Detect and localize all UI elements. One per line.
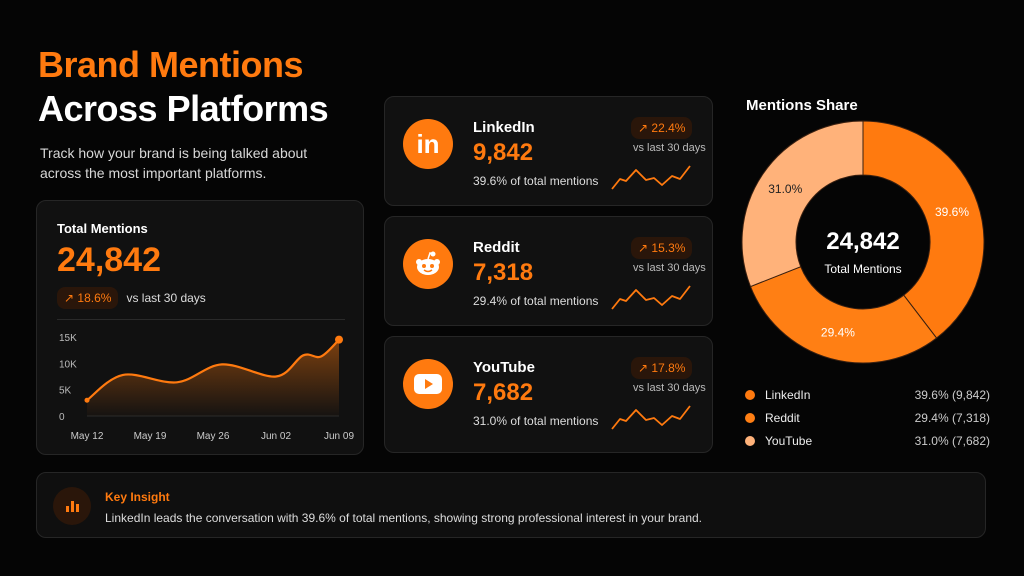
y-tick-label: 5K (59, 386, 72, 397)
donut-slice-linkedin (862, 120, 985, 339)
mentions-share-donut: 39.6% 29.4% 31.0% (741, 120, 985, 364)
linkedin-icon: in (403, 119, 453, 169)
mentions-trend-chart: 0 5K 10K 15K May 12 May 19 May 26 Jun 02 Jun 09 (59, 333, 354, 442)
slice-label: 39.6% (935, 205, 969, 219)
trend-line (86, 338, 340, 402)
platform-value: 7,682 (473, 379, 534, 406)
end-point (335, 335, 343, 344)
legend-item-linkedin: LinkedIn 39.6% (9,842) (745, 388, 990, 402)
donut-slice-reddit (749, 266, 938, 364)
platform-value: 9,842 (473, 139, 534, 166)
legend-swatch (745, 390, 755, 400)
sparkline (611, 285, 691, 310)
legend-value: 31.0% (7,682) (914, 434, 990, 448)
legend-value: 29.4% (7,318) (914, 411, 990, 425)
change-badge: ↗ 18.6% (57, 287, 119, 309)
sparkline (611, 405, 691, 430)
total-value: 24,842 (57, 241, 161, 279)
divider (57, 319, 345, 320)
donut-center-value: 24,842 (826, 228, 900, 255)
legend-label: LinkedIn (765, 388, 811, 402)
insight-title: Key Insight (105, 490, 170, 504)
trend-up-icon: ↗ (638, 241, 649, 255)
y-tick-label: 10K (59, 359, 77, 370)
change-badge: ↗ 17.8% (631, 357, 693, 379)
legend-label: YouTube (765, 434, 813, 448)
legend-swatch (745, 436, 755, 446)
y-tick-label: 15K (59, 333, 77, 344)
x-tick-label: May 26 (197, 431, 230, 442)
platform-card-youtube: YouTube 7,682 31.0% of total mentions ↗ … (384, 336, 713, 453)
platform-card-reddit: Reddit 7,318 29.4% of total mentions ↗ 1… (384, 216, 713, 326)
vs-label: vs last 30 days (633, 262, 706, 274)
area-fill (87, 339, 339, 416)
trend-up-icon: ↗ (64, 291, 75, 305)
legend-swatch (745, 413, 755, 423)
x-tick-label: May 12 (71, 431, 104, 442)
title-line-2: Across Platforms (38, 88, 329, 129)
legend-item-reddit: Reddit 29.4% (7,318) (745, 411, 990, 425)
platform-card-linkedin: in LinkedIn 9,842 39.6% of total mention… (384, 96, 713, 206)
x-tick-label: May 19 (134, 431, 167, 442)
vs-label: vs last 30 days (126, 291, 206, 305)
platform-share: 29.4% of total mentions (473, 294, 599, 308)
legend-value: 39.6% (9,842) (914, 388, 990, 402)
change-badge: ↗ 15.3% (631, 237, 693, 259)
x-tick-label: Jun 02 (261, 431, 291, 442)
change-value: 17.8% (651, 361, 686, 375)
legend-item-youtube: YouTube 31.0% (7,682) (745, 434, 990, 448)
trend-up-icon: ↗ (638, 121, 649, 135)
sparkline (611, 165, 691, 190)
vs-label: vs last 30 days (633, 142, 706, 154)
x-tick-label: Jun 09 (324, 431, 354, 442)
platform-name: YouTube (473, 359, 535, 376)
platform-name: LinkedIn (473, 119, 535, 136)
bar-chart-icon (53, 487, 91, 525)
trend-up-icon: ↗ (638, 361, 649, 375)
slice-label: 29.4% (821, 326, 855, 340)
platform-share: 39.6% of total mentions (473, 174, 599, 188)
change-value: 18.6% (77, 291, 112, 305)
title-line-1: Brand Mentions (38, 44, 304, 85)
donut-center-label: Total Mentions (824, 262, 902, 276)
subtitle: Track how your brand is being talked abo… (40, 145, 308, 181)
change-badge: ↗ 22.4% (631, 117, 693, 139)
slice-label: 31.0% (768, 182, 802, 196)
change-value: 15.3% (651, 241, 686, 255)
reddit-icon (403, 239, 453, 289)
platform-name: Reddit (473, 239, 520, 256)
total-mentions-card: Total Mentions 24,842 ↗ 18.6% vs last 30… (36, 200, 364, 455)
vs-label: vs last 30 days (633, 382, 706, 394)
insight-text: LinkedIn leads the conversation with 39.… (105, 511, 703, 525)
platform-share: 31.0% of total mentions (473, 414, 599, 428)
total-label: Total Mentions (57, 221, 148, 236)
platform-value: 7,318 (473, 259, 534, 286)
y-tick-label: 0 (59, 412, 65, 423)
legend-label: Reddit (765, 411, 800, 425)
start-point (84, 397, 90, 403)
donut-title: Mentions Share (746, 97, 858, 114)
donut-slice-youtube (741, 120, 864, 288)
youtube-icon (403, 359, 453, 409)
key-insight-card: Key Insight LinkedIn leads the conversat… (36, 472, 986, 538)
change-value: 22.4% (651, 121, 686, 135)
